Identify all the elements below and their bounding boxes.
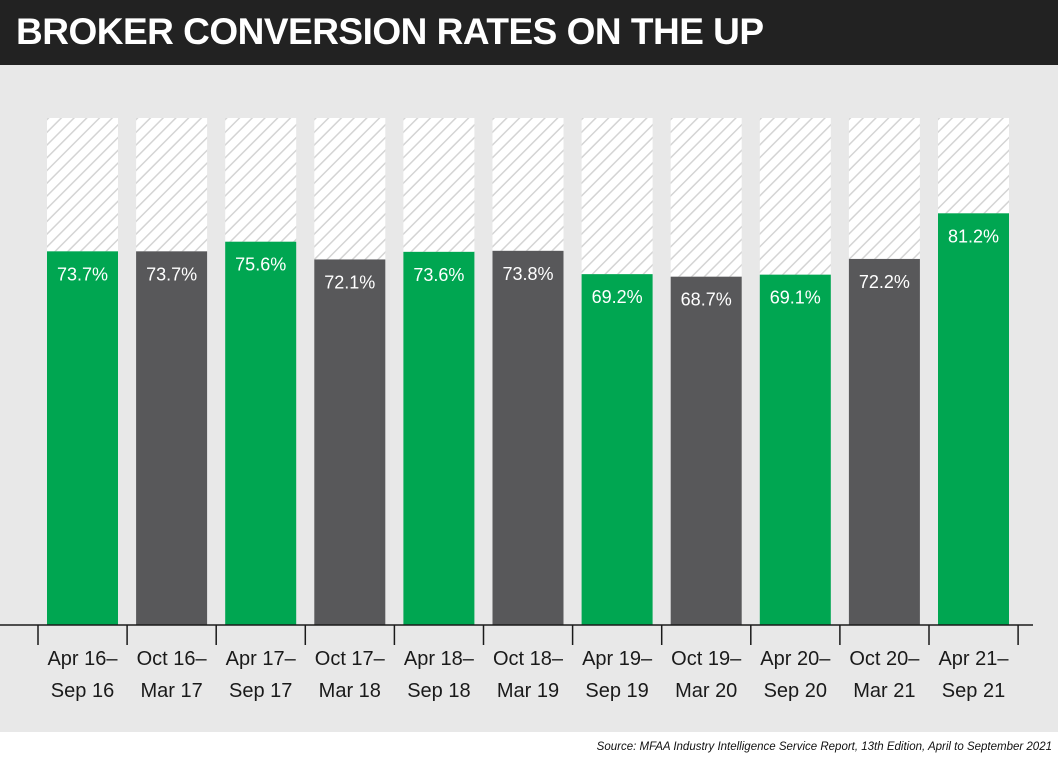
bar-value-label: 73.7% [146,264,197,284]
x-tick-label: Sep 19 [585,680,648,702]
bar-remainder [581,118,653,275]
bar-remainder [938,118,1009,214]
bar [136,251,208,625]
bar-remainder [759,118,831,275]
bar-value-label: 73.7% [57,264,108,284]
bar [938,213,1009,626]
bar [225,241,297,625]
x-tick-label: Mar 20 [675,680,737,702]
x-tick-label: Sep 17 [229,680,292,702]
x-tick-label: Apr 20– [760,648,831,670]
bar-remainder [136,118,208,252]
bar-remainder [848,118,920,259]
bar [759,274,831,625]
bar-value-label: 72.1% [324,272,375,292]
x-tick-label: Oct 17– [315,648,386,670]
x-tick-label: Mar 19 [497,680,559,702]
x-tick-label: Sep 18 [407,680,470,702]
x-tick-label: Sep 21 [942,680,1005,702]
x-tick-label: Apr 19– [582,648,653,670]
bar [848,258,920,625]
title-bar: BROKER CONVERSION RATES ON THE UP [0,0,1058,65]
bar-value-label: 69.1% [770,288,821,308]
x-tick-label: Sep 20 [764,680,827,702]
x-tick-label: Apr 16– [47,648,118,670]
bar-remainder [403,118,475,252]
bar-remainder [670,118,742,277]
x-tick-label: Sep 16 [51,680,114,702]
x-tick-label: Apr 17– [226,648,297,670]
bar-value-label: 75.6% [235,255,286,275]
bar [314,259,386,625]
bar-remainder [47,118,118,252]
bar [581,274,653,625]
bar-value-label: 73.8% [502,264,553,284]
x-tick-label: Oct 19– [671,648,742,670]
x-tick-label: Oct 18– [493,648,564,670]
bar-remainder [314,118,386,260]
bar [670,276,742,625]
bar [47,251,118,625]
bar [403,251,475,625]
x-tick-label: Apr 21– [938,648,1009,670]
bar-remainder [225,118,297,242]
x-tick-label: Mar 17 [140,680,202,702]
bar-value-label: 69.2% [592,287,643,307]
bar-value-label: 81.2% [948,226,999,246]
x-tick-label: Mar 18 [319,680,381,702]
bar [492,250,564,626]
x-tick-label: Apr 18– [404,648,475,670]
bar-value-label: 73.6% [413,265,464,285]
x-tick-label: Mar 21 [853,680,915,702]
x-tick-label: Oct 20– [849,648,920,670]
bar-chart: 73.7% 73.7% 75.6% 72.1% 73.6% 73.8% 69.2% 68.7%… [0,118,1033,702]
source-note: Source: MFAA Industry Intelligence Servi… [596,741,1052,753]
x-tick-label: Oct 16– [137,648,208,670]
bar-value-label: 72.2% [859,272,910,292]
bar-remainder [492,118,564,251]
bar-value-label: 68.7% [681,290,732,310]
chart-title: BROKER CONVERSION RATES ON THE UP [16,11,764,52]
